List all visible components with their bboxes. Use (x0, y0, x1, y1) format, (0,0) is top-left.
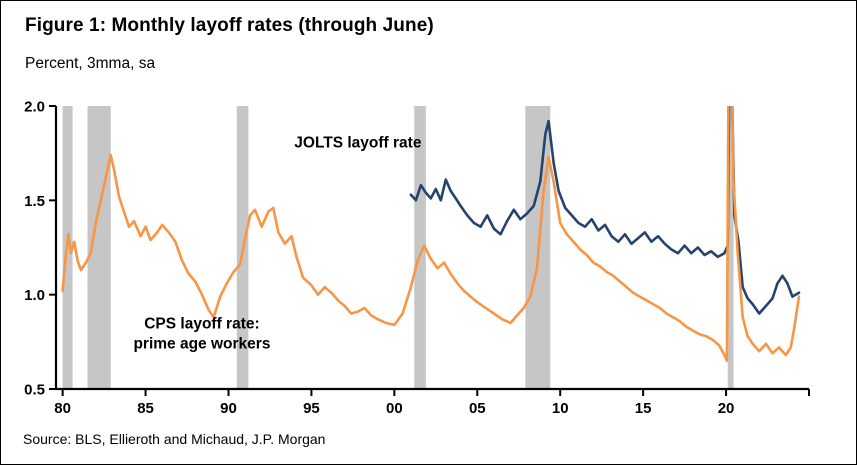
recession-band (727, 106, 734, 389)
series-group (61, 106, 801, 363)
y-tick-label: 2.0 (24, 99, 45, 116)
x-tick-label: 10 (552, 400, 569, 417)
annotation-label: CPS layoff rate: (144, 316, 259, 333)
figure-subtitle: Percent, 3mma, sa (25, 55, 156, 72)
x-tick-label: 85 (137, 400, 154, 417)
layoff-rates-chart: 0.5 1.0 1.5 2.0 80 85 90 95 00 05 10 15 20 JOLTS layo… (24, 99, 810, 417)
x-tick-label: 20 (718, 400, 735, 417)
x-tick-label: 95 (303, 400, 320, 417)
x-tick-label: 15 (635, 400, 652, 417)
jolts-layoff-line (409, 106, 801, 315)
source-note: Source: BLS, Ellieroth and Michaud, J.P.… (23, 431, 326, 447)
x-tick-label: 80 (54, 400, 71, 417)
x-tick-label: 05 (469, 400, 486, 417)
annotation-label: prime age workers (133, 336, 270, 353)
cps-layoff-line (61, 106, 801, 363)
y-tick-label: 1.5 (24, 193, 45, 210)
x-tick-label: 00 (386, 400, 403, 417)
annotation-label: JOLTS layoff rate (294, 135, 422, 152)
x-tick-label: 90 (220, 400, 237, 417)
figure-title: Figure 1: Monthly layoff rates (through … (25, 15, 434, 36)
recession-band (414, 106, 426, 389)
y-tick-label: 1.0 (24, 287, 45, 304)
y-tick-label: 0.5 (24, 382, 45, 399)
